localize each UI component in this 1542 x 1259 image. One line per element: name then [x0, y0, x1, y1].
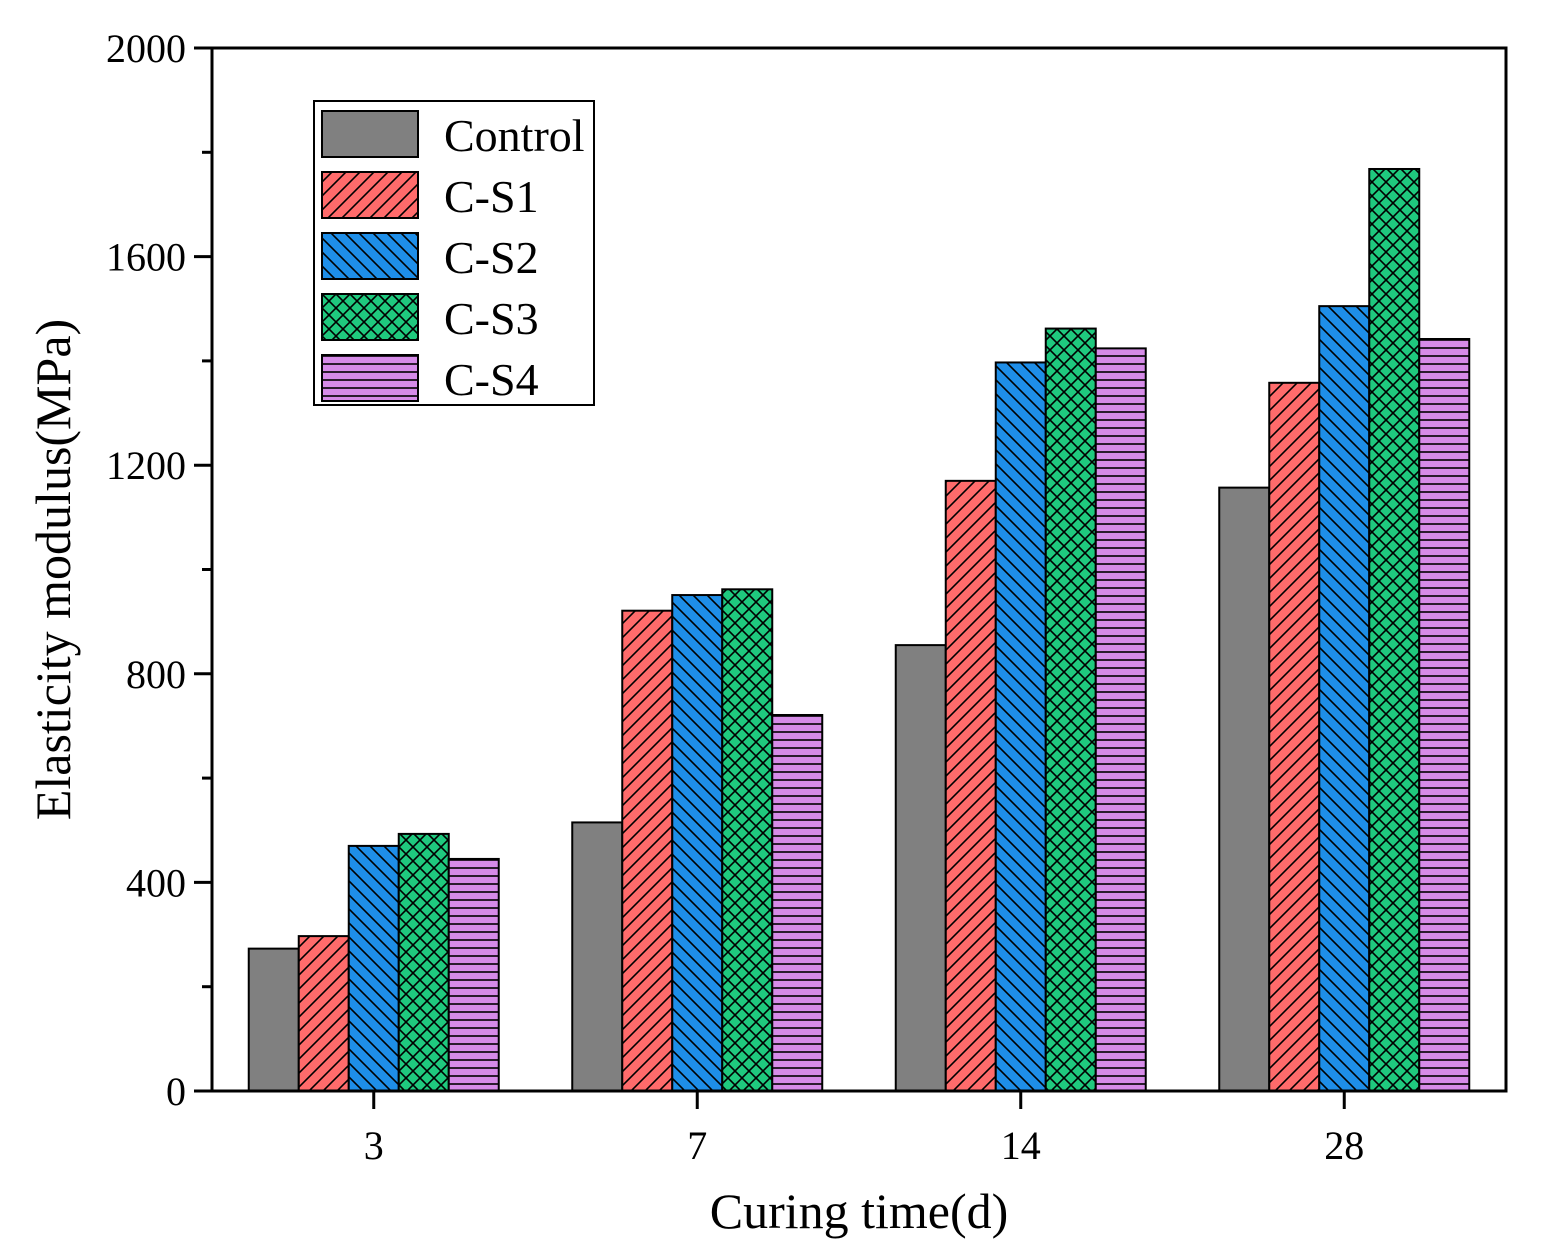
x-tick-label: 28 — [1324, 1123, 1364, 1168]
bar-c-s4-28 — [1418, 337, 1471, 1092]
bar-c-s3-3 — [397, 832, 450, 1092]
bar-c-s4-3 — [447, 857, 500, 1092]
axis-tick-labels: 0 400 800 1200 1600 2000 3 7 14 28 — [106, 26, 1364, 1168]
y-axis-title: Elasticity modulus(MPa) — [25, 319, 81, 820]
legend: Control C-S1 C-S2 C-S3 C-S4 — [313, 100, 595, 406]
legend-swatch-c-s1 — [321, 171, 419, 219]
legend-label-c-s3: C-S3 — [444, 293, 539, 344]
bar-c-s4-14 — [1094, 347, 1147, 1093]
bar-c-s1-3 — [297, 935, 350, 1092]
bars-group — [247, 167, 1471, 1093]
bar-c-s2-28 — [1318, 305, 1371, 1092]
axis-ticks — [194, 46, 1346, 1109]
bar-c-s1-28 — [1268, 381, 1321, 1093]
y-tick-label: 400 — [126, 860, 186, 905]
legend-label-control: Control — [444, 110, 585, 161]
bar-c-s3-28 — [1368, 167, 1421, 1093]
x-axis-title: Curing time(d) — [710, 1183, 1009, 1239]
bar-control-3 — [247, 947, 300, 1092]
legend-label-c-s1: C-S1 — [444, 171, 539, 222]
legend-swatch-c-s2 — [321, 232, 419, 280]
bar-c-s1-7 — [621, 609, 674, 1092]
bar-c-s1-14 — [944, 479, 997, 1093]
x-tick-label: 7 — [687, 1123, 707, 1168]
bar-c-s3-7 — [721, 588, 774, 1093]
y-tick-label: 0 — [166, 1069, 186, 1114]
bar-control-7 — [571, 821, 624, 1092]
y-tick-label: 1600 — [106, 235, 186, 280]
bar-c-s2-7 — [671, 594, 724, 1093]
legend-swatch-control — [321, 110, 419, 158]
x-tick-label: 3 — [364, 1123, 384, 1168]
y-tick-label: 800 — [126, 652, 186, 697]
bar-c-s4-7 — [771, 713, 824, 1092]
legend-label-c-s2: C-S2 — [444, 232, 539, 283]
bar-c-s2-3 — [347, 844, 400, 1093]
y-tick-label: 2000 — [106, 26, 186, 71]
x-tick-label: 14 — [1001, 1123, 1041, 1168]
y-tick-label: 1200 — [106, 443, 186, 488]
bar-c-s2-14 — [994, 361, 1047, 1093]
legend-swatch-c-s3 — [321, 293, 419, 341]
bar-control-28 — [1218, 486, 1271, 1092]
legend-swatch-c-s4 — [321, 354, 419, 402]
bar-control-14 — [894, 644, 947, 1092]
bar-c-s3-14 — [1044, 327, 1097, 1092]
legend-label-c-s4: C-S4 — [444, 354, 539, 405]
